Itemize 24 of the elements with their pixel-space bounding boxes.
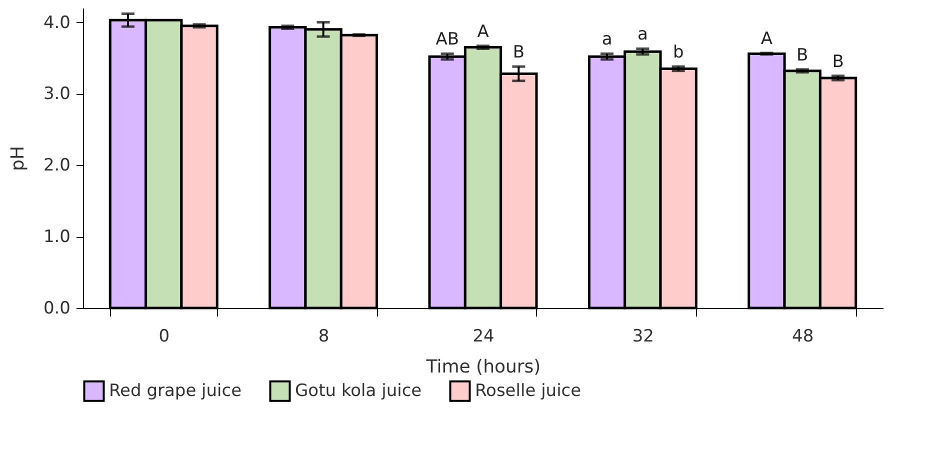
annotation: B bbox=[512, 42, 524, 63]
x-tick-label: 24 bbox=[472, 326, 494, 346]
legend-label: Gotu kola juice bbox=[295, 381, 422, 402]
annotation: b bbox=[672, 42, 684, 63]
annotation: B bbox=[796, 45, 808, 66]
y-tick-label: 3.0 bbox=[43, 84, 70, 104]
y-axis-title: pH bbox=[7, 146, 28, 171]
annotation: a bbox=[637, 24, 648, 45]
y-tick-label: 2.0 bbox=[43, 156, 70, 176]
annotation: A bbox=[477, 22, 490, 42]
y-tick-label: 4.0 bbox=[43, 12, 70, 33]
annotation: a bbox=[602, 30, 612, 50]
x-tick-label: 48 bbox=[792, 326, 814, 346]
y-tick-label: 0.0 bbox=[43, 298, 70, 318]
x-tick-label: 32 bbox=[632, 326, 654, 346]
legend-label: Red grape juice bbox=[109, 381, 242, 402]
legend-label: Roselle juice bbox=[475, 381, 582, 402]
x-tick-label: 0 bbox=[158, 326, 170, 346]
annotation: AB bbox=[436, 30, 459, 50]
annotation: B bbox=[832, 52, 844, 72]
annotation: A bbox=[760, 29, 773, 49]
x-axis-title: Time (hours) bbox=[425, 356, 541, 378]
x-tick-label: 8 bbox=[318, 326, 330, 346]
y-tick-label: 1.0 bbox=[43, 227, 70, 248]
